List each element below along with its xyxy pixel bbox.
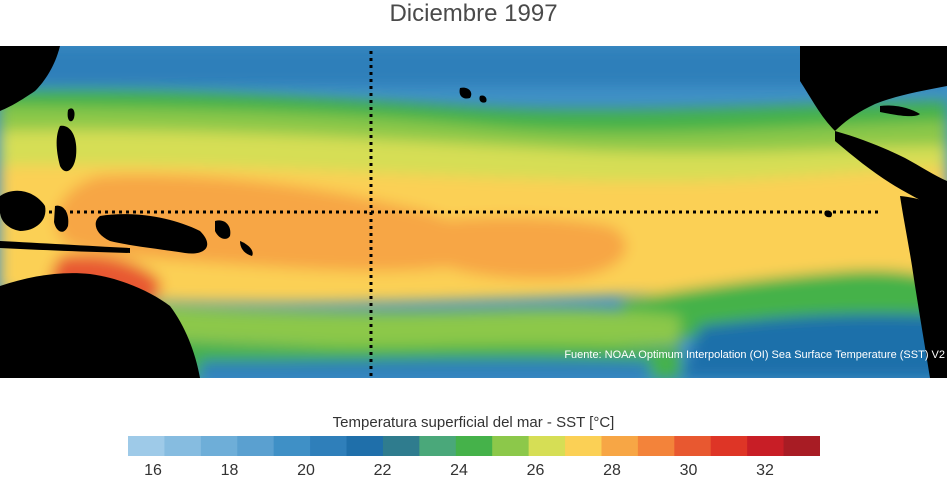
taiwan-island bbox=[67, 108, 75, 122]
colorbar-swatch bbox=[528, 436, 566, 456]
colorbar-swatch bbox=[492, 436, 530, 456]
southeast-blue bbox=[680, 314, 947, 378]
colorbar-tick-label: 18 bbox=[220, 462, 239, 479]
colorbar-swatch bbox=[747, 436, 785, 456]
new-guinea-island bbox=[95, 214, 208, 254]
central-pacific-warm-anomaly bbox=[415, 216, 627, 280]
colorbar-tick-label: 30 bbox=[679, 462, 698, 479]
north-america-landmass bbox=[800, 46, 947, 131]
colorbar-swatch bbox=[783, 436, 820, 456]
colorbar-swatch bbox=[200, 436, 238, 456]
map-title: Diciembre 1997 bbox=[389, 0, 558, 27]
colorbar-swatch bbox=[565, 436, 602, 456]
solomon-islands bbox=[240, 241, 253, 256]
hawaii-islands-chain bbox=[479, 95, 487, 103]
colorbar-tick-label: 32 bbox=[756, 462, 774, 479]
colorbar bbox=[128, 436, 820, 456]
colorbar-swatch bbox=[637, 436, 675, 456]
colorbar-tick-label: 20 bbox=[297, 462, 315, 479]
caribbean-islands bbox=[880, 105, 920, 117]
central-america-landmass bbox=[835, 131, 947, 211]
colorbar-tick-label: 26 bbox=[526, 462, 545, 479]
colorbar-tick-label: 28 bbox=[603, 462, 621, 479]
colorbar-swatch bbox=[382, 436, 420, 456]
australia-landmass bbox=[0, 273, 200, 378]
colorbar-swatch bbox=[419, 436, 457, 456]
south-cold-band bbox=[200, 358, 650, 378]
colorbar-swatch bbox=[710, 436, 748, 456]
north-cold-band bbox=[0, 46, 947, 86]
colorbar-swatch bbox=[601, 436, 639, 456]
colorbar-swatch bbox=[310, 436, 348, 456]
south-america-landmass bbox=[900, 196, 947, 378]
colorbar-swatch bbox=[164, 436, 202, 456]
colorbar-tick-label: 16 bbox=[144, 462, 162, 479]
colorbar-swatch bbox=[346, 436, 384, 456]
colorbar-title: Temperatura superficial del mar - SST [°… bbox=[332, 414, 615, 431]
colorbar-tick-label: 24 bbox=[450, 462, 468, 479]
colorbar-swatch bbox=[455, 436, 493, 456]
landmasses bbox=[0, 46, 947, 378]
colorbar-swatch bbox=[674, 436, 712, 456]
colorbar-swatch bbox=[237, 436, 275, 456]
colorbar-swatch bbox=[273, 436, 311, 456]
philippines-islands bbox=[56, 125, 77, 172]
colorbar-tick-label: 22 bbox=[373, 462, 392, 479]
sst-map bbox=[0, 46, 947, 378]
colorbar-swatch bbox=[128, 436, 165, 456]
hawaii-islands bbox=[459, 87, 472, 99]
indonesia-islands bbox=[0, 241, 130, 253]
bismarck-islands bbox=[215, 220, 231, 239]
data-source-note: Fuente: NOAA Optimum Interpolation (OI) … bbox=[564, 349, 945, 361]
asia-landmass bbox=[0, 46, 60, 111]
